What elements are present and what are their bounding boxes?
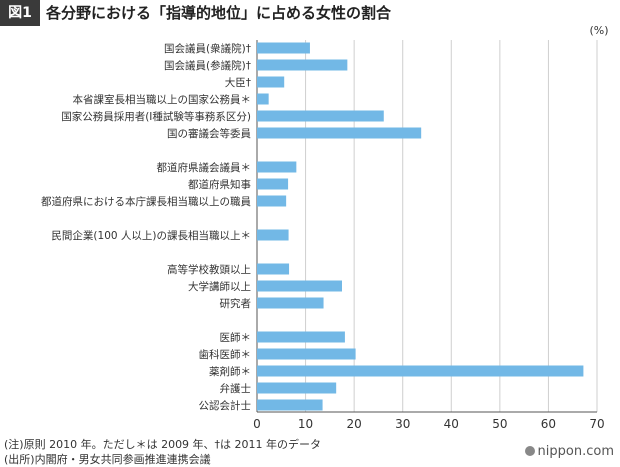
bar xyxy=(257,161,297,173)
bar xyxy=(257,365,584,377)
category-label: 国会議員(衆議院)† xyxy=(164,42,251,55)
category-label: 医師＊ xyxy=(220,331,252,344)
category-label: 国の審議会等委員 xyxy=(167,127,251,140)
bar xyxy=(257,297,324,309)
brand-text: nippon.com xyxy=(537,444,614,459)
category-label: 民間企業(100 人以上)の課長相当職以上＊ xyxy=(51,229,251,242)
chart-title: 各分野における「指導的地位」に占める女性の割合 xyxy=(46,4,392,22)
category-label: 国会議員(参議院)† xyxy=(164,59,251,72)
bar xyxy=(257,76,285,88)
bar xyxy=(257,331,345,343)
brand-dot-icon xyxy=(524,446,535,456)
category-label: 大臣† xyxy=(225,76,251,89)
category-label: 都道府県議会議員＊ xyxy=(157,161,252,174)
bar xyxy=(257,229,289,241)
category-label: 都道府県における本庁課長相当職以上の職員 xyxy=(41,195,251,208)
header: 図1 各分野における「指導的地位」に占める女性の割合 xyxy=(0,0,620,26)
bar xyxy=(257,59,348,71)
bar xyxy=(257,348,356,360)
category-label: 研究者 xyxy=(220,297,252,310)
bar xyxy=(257,93,269,105)
category-label: 歯科医師＊ xyxy=(199,348,252,361)
category-label: 都道府県知事 xyxy=(188,178,251,191)
x-tick-label: 20 xyxy=(347,417,362,431)
bar xyxy=(257,127,422,139)
x-tick-label: 0 xyxy=(253,417,261,431)
x-tick-label: 10 xyxy=(298,417,313,431)
bar xyxy=(257,178,289,190)
brand-logo: nippon.com xyxy=(524,444,614,459)
note-period: (注)原則 2010 年。ただし＊は 2009 年、†は 2011 年のデータ xyxy=(4,438,322,451)
unit-label: (%) xyxy=(589,24,608,37)
category-label: 高等学校教頭以上 xyxy=(167,263,251,276)
bar xyxy=(257,263,290,275)
bar xyxy=(257,280,342,292)
category-label: 国家公務員採用者(Ⅰ種試験等事務系区分) xyxy=(61,110,251,123)
category-label: 薬剤師＊ xyxy=(209,365,251,378)
category-label: 大学講師以上 xyxy=(188,280,251,293)
x-tick-label: 50 xyxy=(492,417,507,431)
x-tick-label: 30 xyxy=(395,417,410,431)
bar xyxy=(257,399,323,411)
category-label: 本省課室長相当職以上の国家公務員＊ xyxy=(73,93,252,106)
x-tick-label: 60 xyxy=(541,417,556,431)
bar xyxy=(257,195,287,207)
bar xyxy=(257,382,337,394)
category-label: 公認会計士 xyxy=(199,399,252,412)
bar xyxy=(257,110,384,122)
category-label: 弁護士 xyxy=(220,382,252,395)
x-tick-label: 40 xyxy=(444,417,459,431)
figure-label: 図1 xyxy=(0,0,40,26)
note-source: (出所)内閣府・男女共同参画推進連携会議 xyxy=(4,453,211,466)
bar xyxy=(257,42,310,54)
x-tick-label: 70 xyxy=(589,417,604,431)
